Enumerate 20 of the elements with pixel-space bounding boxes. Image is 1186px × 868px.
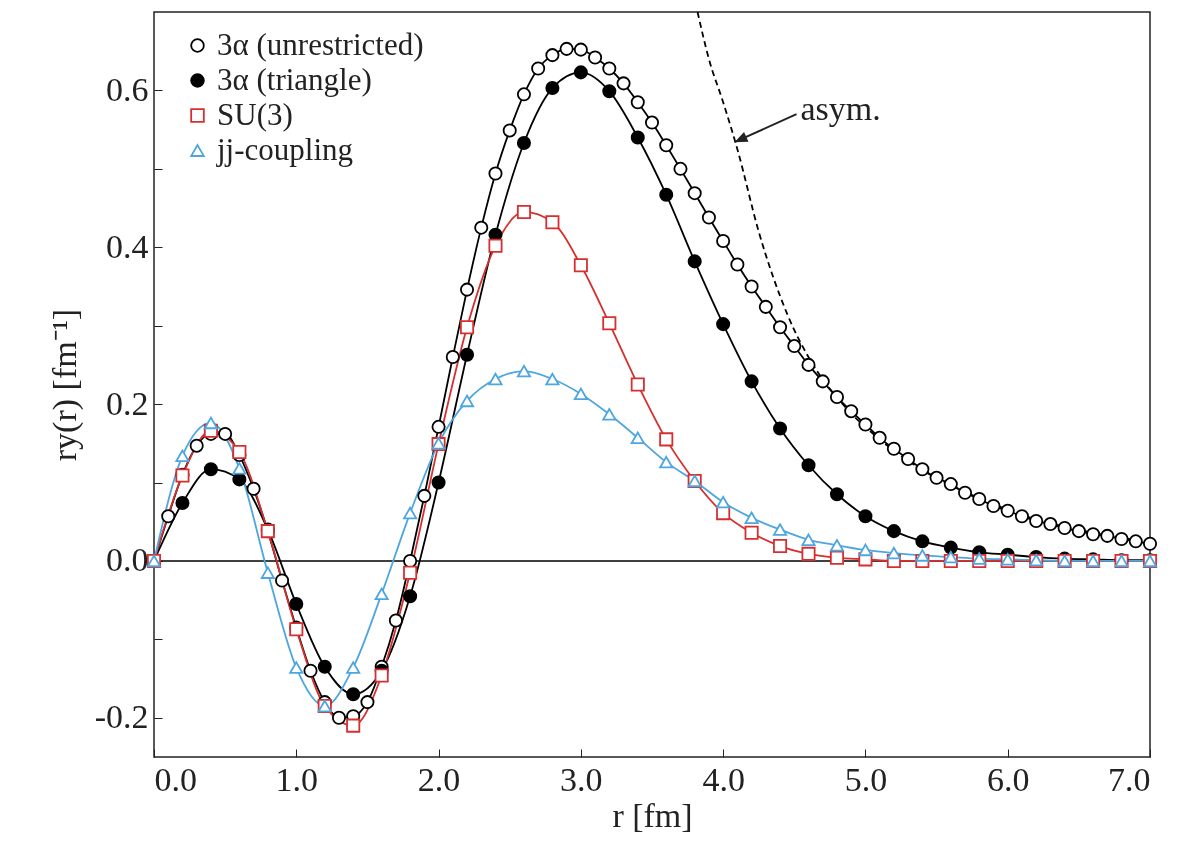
x-tick-label: 3.0 — [560, 760, 603, 798]
legend-label: 3α (triangle) — [217, 61, 372, 97]
x-tick-label: 4.0 — [702, 760, 745, 798]
annotation: asym. — [800, 90, 881, 128]
y-axis-title: ry(r) [fm⁻¹] — [45, 308, 84, 462]
x-tick-label: 7.0 — [1108, 760, 1151, 798]
legend-label: 3α (unrestricted) — [217, 26, 424, 62]
legend-label: jj-coupling — [216, 131, 354, 167]
legend-label: SU(3) — [217, 96, 293, 132]
y-tick-label: -0.2 — [94, 698, 149, 736]
x-tick-label: 5.0 — [844, 760, 888, 798]
x-tick-label: 0.0 — [154, 760, 197, 798]
x-tick-label: 6.0 — [986, 760, 1030, 798]
y-tick-label: 0.4 — [106, 227, 149, 265]
x-tick-label: 1.0 — [275, 760, 319, 798]
y-tick-label: 0.6 — [106, 70, 149, 108]
y-tick-label: 0.0 — [106, 541, 149, 579]
y-tick-label: 0.2 — [106, 384, 149, 422]
x-tick-label: 2.0 — [417, 760, 461, 798]
x-axis-title: r [fm] — [612, 796, 693, 834]
